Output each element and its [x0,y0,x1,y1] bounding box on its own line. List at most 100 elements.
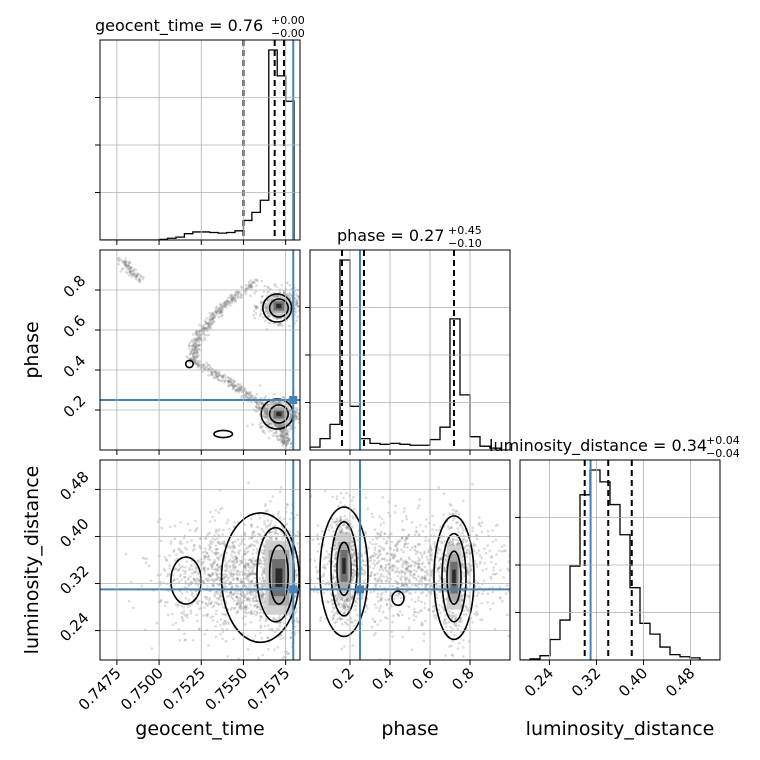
sample-point [226,380,230,383]
sample-point [279,432,282,436]
sample-point [432,605,435,609]
sample-point [479,560,482,564]
sample-point [282,442,285,445]
sample-point [252,593,255,597]
sample-point [121,260,124,263]
sample-point [382,548,386,551]
sample-point [252,612,255,616]
sample-point [409,564,413,567]
sample-point [295,302,298,305]
sample-point [281,444,285,447]
sample-point [221,606,225,609]
sample-point [221,627,224,631]
sample-point [278,401,281,405]
hist-bar-phase [320,439,330,450]
sample-point [294,406,297,410]
sample-point [287,430,290,434]
panel-hist-phase [305,249,511,455]
sample-point [287,652,291,655]
ytick-label-luminosity_distance: 0.32 [56,562,92,598]
sample-point [129,269,132,272]
sample-point [412,613,415,617]
sample-point [379,597,382,600]
sample-point [166,613,170,617]
sample-point [516,618,519,621]
sample-point [210,371,214,374]
sample-point [231,541,235,545]
sample-point [125,271,129,275]
sample-point [224,565,227,568]
sample-point [215,374,219,378]
sample-point [227,299,231,303]
hist-bar-luminosity_distance [560,620,570,660]
panel-content-geocent_time-vs-phase [100,250,300,450]
sample-point [431,528,434,531]
sample-point [236,592,239,595]
sample-point [413,573,416,576]
sample-point [261,552,264,555]
sample-point [208,531,212,534]
sample-point [196,601,199,604]
sample-point [216,547,219,551]
sample-point [319,616,323,620]
sample-point [211,571,214,575]
sample-point [351,548,355,552]
sample-point [421,623,424,627]
sample-point [208,563,212,566]
sample-point [418,498,422,501]
sample-point [280,429,284,432]
sample-point [324,583,327,587]
sample-point [183,534,187,538]
sample-point [244,290,248,293]
sample-point [504,549,507,553]
sample-point [176,605,180,608]
sample-point [262,543,265,547]
sample-point [234,388,238,392]
sample-point [233,293,237,297]
sample-point [412,576,416,580]
sample-point [124,263,127,266]
sample-point [209,602,213,606]
sample-point [421,591,425,594]
sample-point [230,573,233,577]
sample-point [197,579,201,582]
sample-point [214,306,218,310]
sample-point [180,578,183,582]
sample-point [436,552,440,555]
sample-point [216,567,220,570]
sample-point [237,383,241,387]
sample-point [187,578,190,582]
sample-point [270,400,274,404]
sample-point [253,604,257,608]
sample-point [191,333,195,336]
sample-point [294,414,297,418]
sample-point [237,585,240,589]
sample-point [500,549,504,553]
sample-point [266,285,270,289]
sample-point [274,431,277,435]
sample-point [240,540,244,544]
sample-point [197,347,200,351]
sample-point [233,294,237,297]
sample-point [184,546,187,550]
sample-point [202,323,206,327]
sample-point [192,345,196,348]
sample-point [256,605,260,609]
sample-point [400,570,404,574]
sample-point [364,532,367,536]
sample-point [431,610,435,613]
sample-point [327,553,330,556]
sample-point [208,574,212,577]
sample-point [259,595,263,598]
sample-point [394,579,397,583]
sample-point [181,551,184,555]
sample-point [467,595,471,599]
sample-point [266,413,269,417]
sample-point [217,577,221,580]
sample-point [478,516,481,520]
contour-geocent_time-vs-luminosity_distance [268,544,289,605]
sample-point [127,261,131,265]
sample-point [210,574,213,578]
sample-point [125,264,128,267]
sample-point [239,542,243,546]
